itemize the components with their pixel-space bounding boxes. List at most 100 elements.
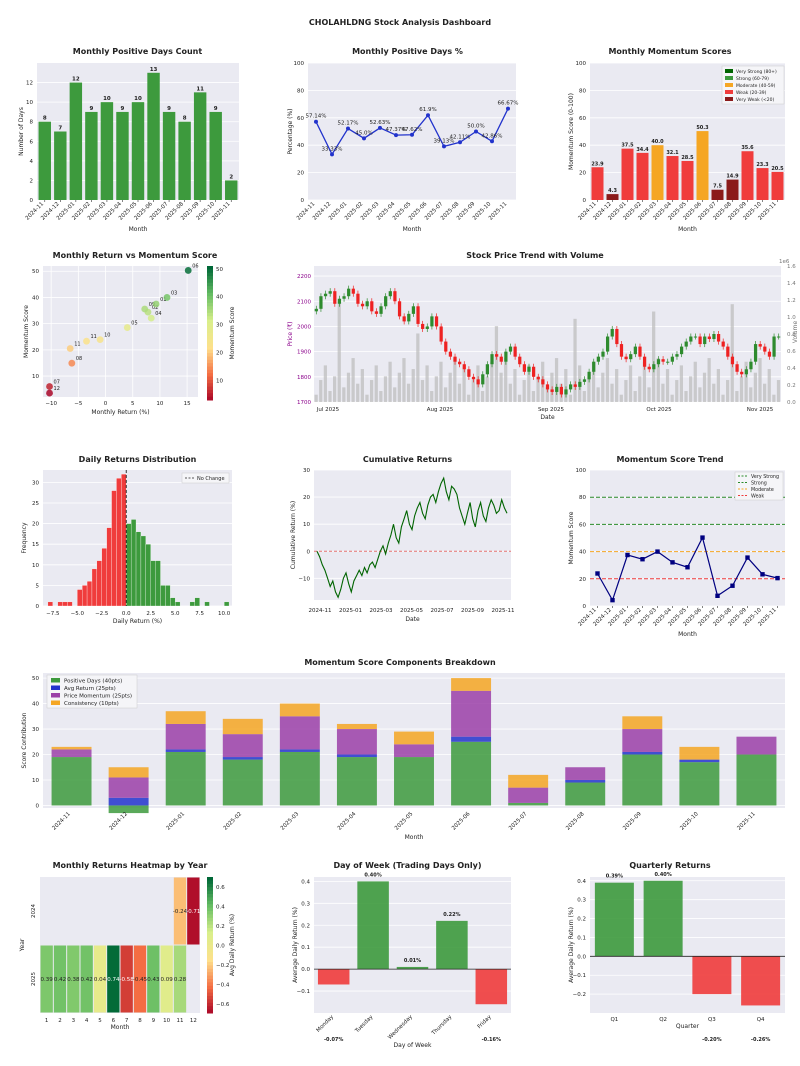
pos-pct-point xyxy=(506,106,510,111)
price-volume-label: Volume xyxy=(792,321,799,344)
quarterly-ytick-label: 0.4 xyxy=(577,879,586,885)
pos-count-ylabel: Number of Days xyxy=(18,107,25,156)
heatmap-colorbar-segment xyxy=(207,897,213,902)
candle-body xyxy=(471,376,476,380)
volume-bar xyxy=(605,358,610,402)
heatmap-cell xyxy=(53,945,67,1013)
components-segment xyxy=(108,777,149,798)
volume-bar xyxy=(675,380,679,402)
candle-body xyxy=(735,364,739,372)
price-volume-tick: 1.4 xyxy=(787,281,796,287)
volume-bar xyxy=(753,372,757,402)
volume-bar xyxy=(471,380,475,402)
trend-xlabel: Month xyxy=(678,631,697,638)
trend-point xyxy=(760,572,765,577)
scatter-colorbar-segment xyxy=(207,269,213,274)
candle-body xyxy=(319,296,323,309)
components-segment xyxy=(336,729,377,755)
pos-count-ytick-label: 12 xyxy=(26,81,33,87)
dist-ytick-label: 20 xyxy=(32,522,39,528)
pos-count-bar-label: 9 xyxy=(167,106,171,112)
chart-title-pos-pct: Monthly Positive Days % xyxy=(352,47,463,56)
candle-body xyxy=(763,346,767,352)
scatter-colorbar-segment xyxy=(207,343,213,347)
volume-bar xyxy=(346,372,351,402)
price-volume-tick: 0.4 xyxy=(787,366,796,372)
dist-bin-bar xyxy=(160,585,166,607)
dist-bin-bar xyxy=(82,585,88,607)
volume-bar xyxy=(698,387,702,402)
pos-pct-point-label: 45.0% xyxy=(355,130,372,136)
heatmap-cell xyxy=(173,945,187,1013)
components-xtick-label: 2025-05 xyxy=(394,811,415,832)
scatter-point-label: 08 xyxy=(76,356,82,362)
volume-bar xyxy=(665,369,670,402)
dist-xtick-label: −2.5 xyxy=(95,611,109,617)
components-segment xyxy=(565,767,606,780)
candle-body xyxy=(374,311,379,314)
heatmap-colorbar-tick: 0.4 xyxy=(216,905,225,911)
trend-point xyxy=(700,535,705,540)
cum-ytick-label: 0 xyxy=(307,549,311,555)
volume-bar xyxy=(337,300,341,402)
heatmap-colorbar-segment xyxy=(207,1006,213,1011)
volume-bar xyxy=(744,361,748,402)
scatter-colorbar-segment xyxy=(207,333,213,337)
heatmap-colorbar-segment xyxy=(207,907,213,912)
scatter-colorbar-segment xyxy=(207,356,213,361)
volume-bar xyxy=(661,383,665,402)
pos-count-bar-label: 9 xyxy=(121,106,125,112)
volume-bar xyxy=(642,361,647,402)
mom-scores-ytick-label: 60 xyxy=(579,116,586,122)
dist-bin-bar xyxy=(194,597,200,607)
trend-point xyxy=(730,583,735,588)
volume-bar xyxy=(430,391,434,402)
quarterly-bar xyxy=(692,956,732,995)
dow-bar-label: -0.07% xyxy=(324,1037,343,1043)
dow-xtick-label: Monday xyxy=(316,1014,336,1034)
dist-bin-bar xyxy=(91,568,98,607)
dist-xtick-label: 10.0 xyxy=(218,611,231,617)
candle-body xyxy=(388,291,392,297)
candle-body xyxy=(582,379,587,382)
volume-bar xyxy=(624,380,628,402)
mom-scores-xlabel: Month xyxy=(678,226,697,233)
volume-bar xyxy=(568,394,573,402)
quarterly-bar xyxy=(594,882,634,957)
volume-bar xyxy=(443,387,448,402)
candle-body xyxy=(522,364,526,372)
heatmap-colorbar-segment xyxy=(207,989,213,994)
scatter-colorbar-segment xyxy=(207,366,213,371)
mom-scores-bar xyxy=(651,145,664,200)
volume-bar xyxy=(494,326,499,402)
scatter-colorbar-segment xyxy=(207,329,213,334)
volume-bar xyxy=(420,380,425,402)
volume-bar xyxy=(591,361,596,402)
pos-pct-point-label: 42.11% xyxy=(450,134,471,140)
mom-scores-ytick-label: 40 xyxy=(579,143,586,149)
heatmap-xtick-label: 11 xyxy=(177,1018,184,1024)
heatmap-colorbar-segment xyxy=(207,931,213,936)
heatmap-xtick-label: 5 xyxy=(98,1018,102,1024)
volume-bar xyxy=(342,387,346,402)
cum-xtick-label: 2025-11 xyxy=(492,608,515,614)
volume-bar xyxy=(314,394,318,402)
heatmap-cell xyxy=(133,945,147,1013)
quarterly-ytick-label: −0.2 xyxy=(573,992,586,998)
pos-pct-point-label: 47.37% xyxy=(386,127,407,133)
dist-bin-bar xyxy=(96,560,102,607)
scatter-ytick-label: 50 xyxy=(32,269,39,275)
scatter-colorbar-tick: 50 xyxy=(216,267,223,273)
mom-scores-legend-label: Moderate (40-59) xyxy=(736,83,776,89)
candle-body xyxy=(730,356,735,365)
dist-xtick-label: 2.5 xyxy=(146,611,155,617)
quarterly-bar-label: 0.39% xyxy=(606,874,623,880)
candle-body xyxy=(592,361,596,372)
scatter-colorbar-segment xyxy=(207,286,213,290)
quarterly-bar xyxy=(741,956,781,1006)
dashboard-title: CHOLAHLDNG Stock Analysis Dashboard xyxy=(308,18,492,27)
pos-count-ytick-label: 2 xyxy=(30,178,34,184)
quarterly-ytick-label: 0.2 xyxy=(577,917,586,923)
heatmap-colorbar-segment xyxy=(207,914,213,919)
trend-point xyxy=(610,597,615,603)
